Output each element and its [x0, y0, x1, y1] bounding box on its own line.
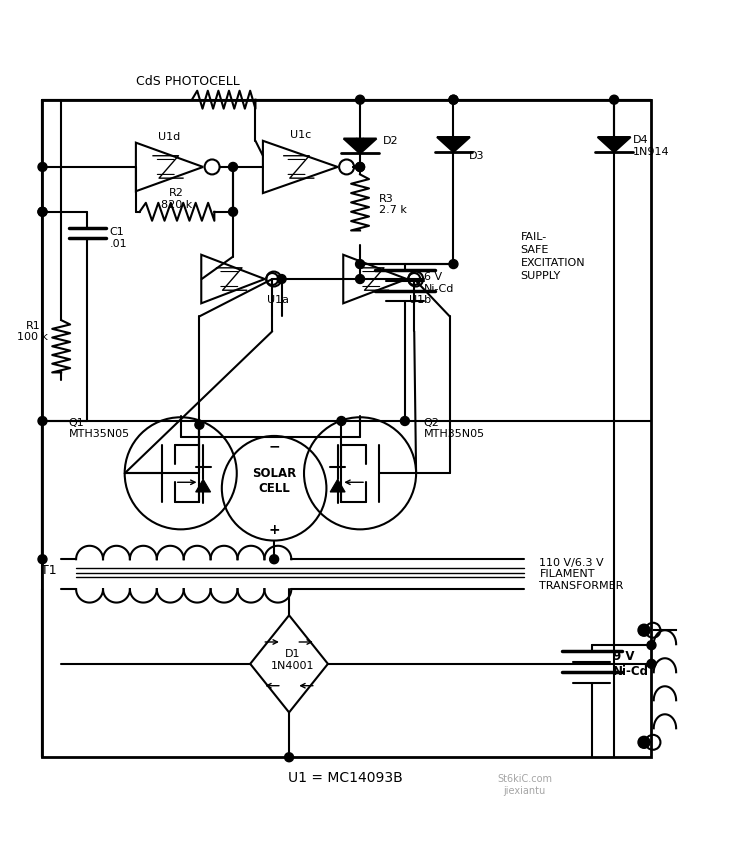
- Circle shape: [356, 274, 364, 284]
- Text: 110 V/6.3 V
FILAMENT
TRANSFORMER: 110 V/6.3 V FILAMENT TRANSFORMER: [539, 557, 624, 591]
- Circle shape: [356, 95, 364, 104]
- Text: U1 = MC14093B: U1 = MC14093B: [288, 771, 403, 786]
- Circle shape: [337, 417, 346, 425]
- Text: R2
820 k: R2 820 k: [160, 189, 192, 210]
- Circle shape: [638, 736, 650, 749]
- Circle shape: [229, 207, 238, 216]
- Circle shape: [195, 420, 204, 429]
- Text: D4
1N914: D4 1N914: [633, 136, 670, 157]
- Circle shape: [38, 207, 47, 216]
- Polygon shape: [344, 139, 376, 153]
- Text: Q1
MTH35N05: Q1 MTH35N05: [69, 418, 130, 440]
- Circle shape: [38, 207, 47, 216]
- Text: Q2
MTH35N05: Q2 MTH35N05: [424, 418, 484, 440]
- Circle shape: [356, 163, 364, 172]
- Text: CdS PHOTOCELL: CdS PHOTOCELL: [136, 74, 240, 88]
- Text: U1a: U1a: [267, 295, 289, 305]
- Text: U1c: U1c: [290, 130, 311, 140]
- Circle shape: [610, 95, 619, 104]
- Circle shape: [229, 163, 238, 172]
- Circle shape: [449, 95, 458, 104]
- Text: 9 V
Ni-Cd: 9 V Ni-Cd: [613, 650, 649, 678]
- Text: SOLAR
CELL: SOLAR CELL: [252, 466, 296, 495]
- Circle shape: [38, 163, 47, 172]
- Polygon shape: [437, 137, 470, 152]
- Polygon shape: [598, 137, 631, 152]
- Circle shape: [356, 259, 364, 269]
- Text: C1
.01: C1 .01: [110, 227, 128, 248]
- Circle shape: [449, 95, 458, 104]
- Circle shape: [356, 163, 364, 172]
- Text: FAIL-
SAFE
EXCITATION
SUPPLY: FAIL- SAFE EXCITATION SUPPLY: [520, 232, 585, 281]
- Circle shape: [638, 624, 650, 637]
- Text: R3
2.7 k: R3 2.7 k: [379, 194, 406, 215]
- Text: D3: D3: [469, 151, 484, 161]
- Text: D2: D2: [382, 136, 398, 146]
- Text: −: −: [268, 440, 280, 454]
- Text: U1d: U1d: [158, 132, 181, 142]
- Text: R1
100 k: R1 100 k: [17, 321, 48, 342]
- Polygon shape: [196, 479, 211, 492]
- Text: +: +: [268, 523, 280, 537]
- Circle shape: [270, 555, 278, 564]
- Text: D1
1N4001: D1 1N4001: [271, 649, 314, 671]
- Text: St6kiC.com
jiexiantu: St6kiC.com jiexiantu: [497, 774, 552, 796]
- Text: 6 V
Ni-Cd: 6 V Ni-Cd: [424, 272, 454, 294]
- Bar: [43, 99, 652, 757]
- Polygon shape: [330, 479, 345, 492]
- Text: T1: T1: [40, 564, 56, 577]
- Circle shape: [449, 259, 458, 269]
- Circle shape: [277, 274, 286, 284]
- Circle shape: [284, 753, 293, 762]
- Text: U1b: U1b: [409, 295, 430, 305]
- Circle shape: [38, 555, 47, 564]
- Circle shape: [38, 417, 47, 425]
- Circle shape: [647, 659, 656, 669]
- Circle shape: [400, 417, 410, 425]
- Circle shape: [647, 641, 656, 650]
